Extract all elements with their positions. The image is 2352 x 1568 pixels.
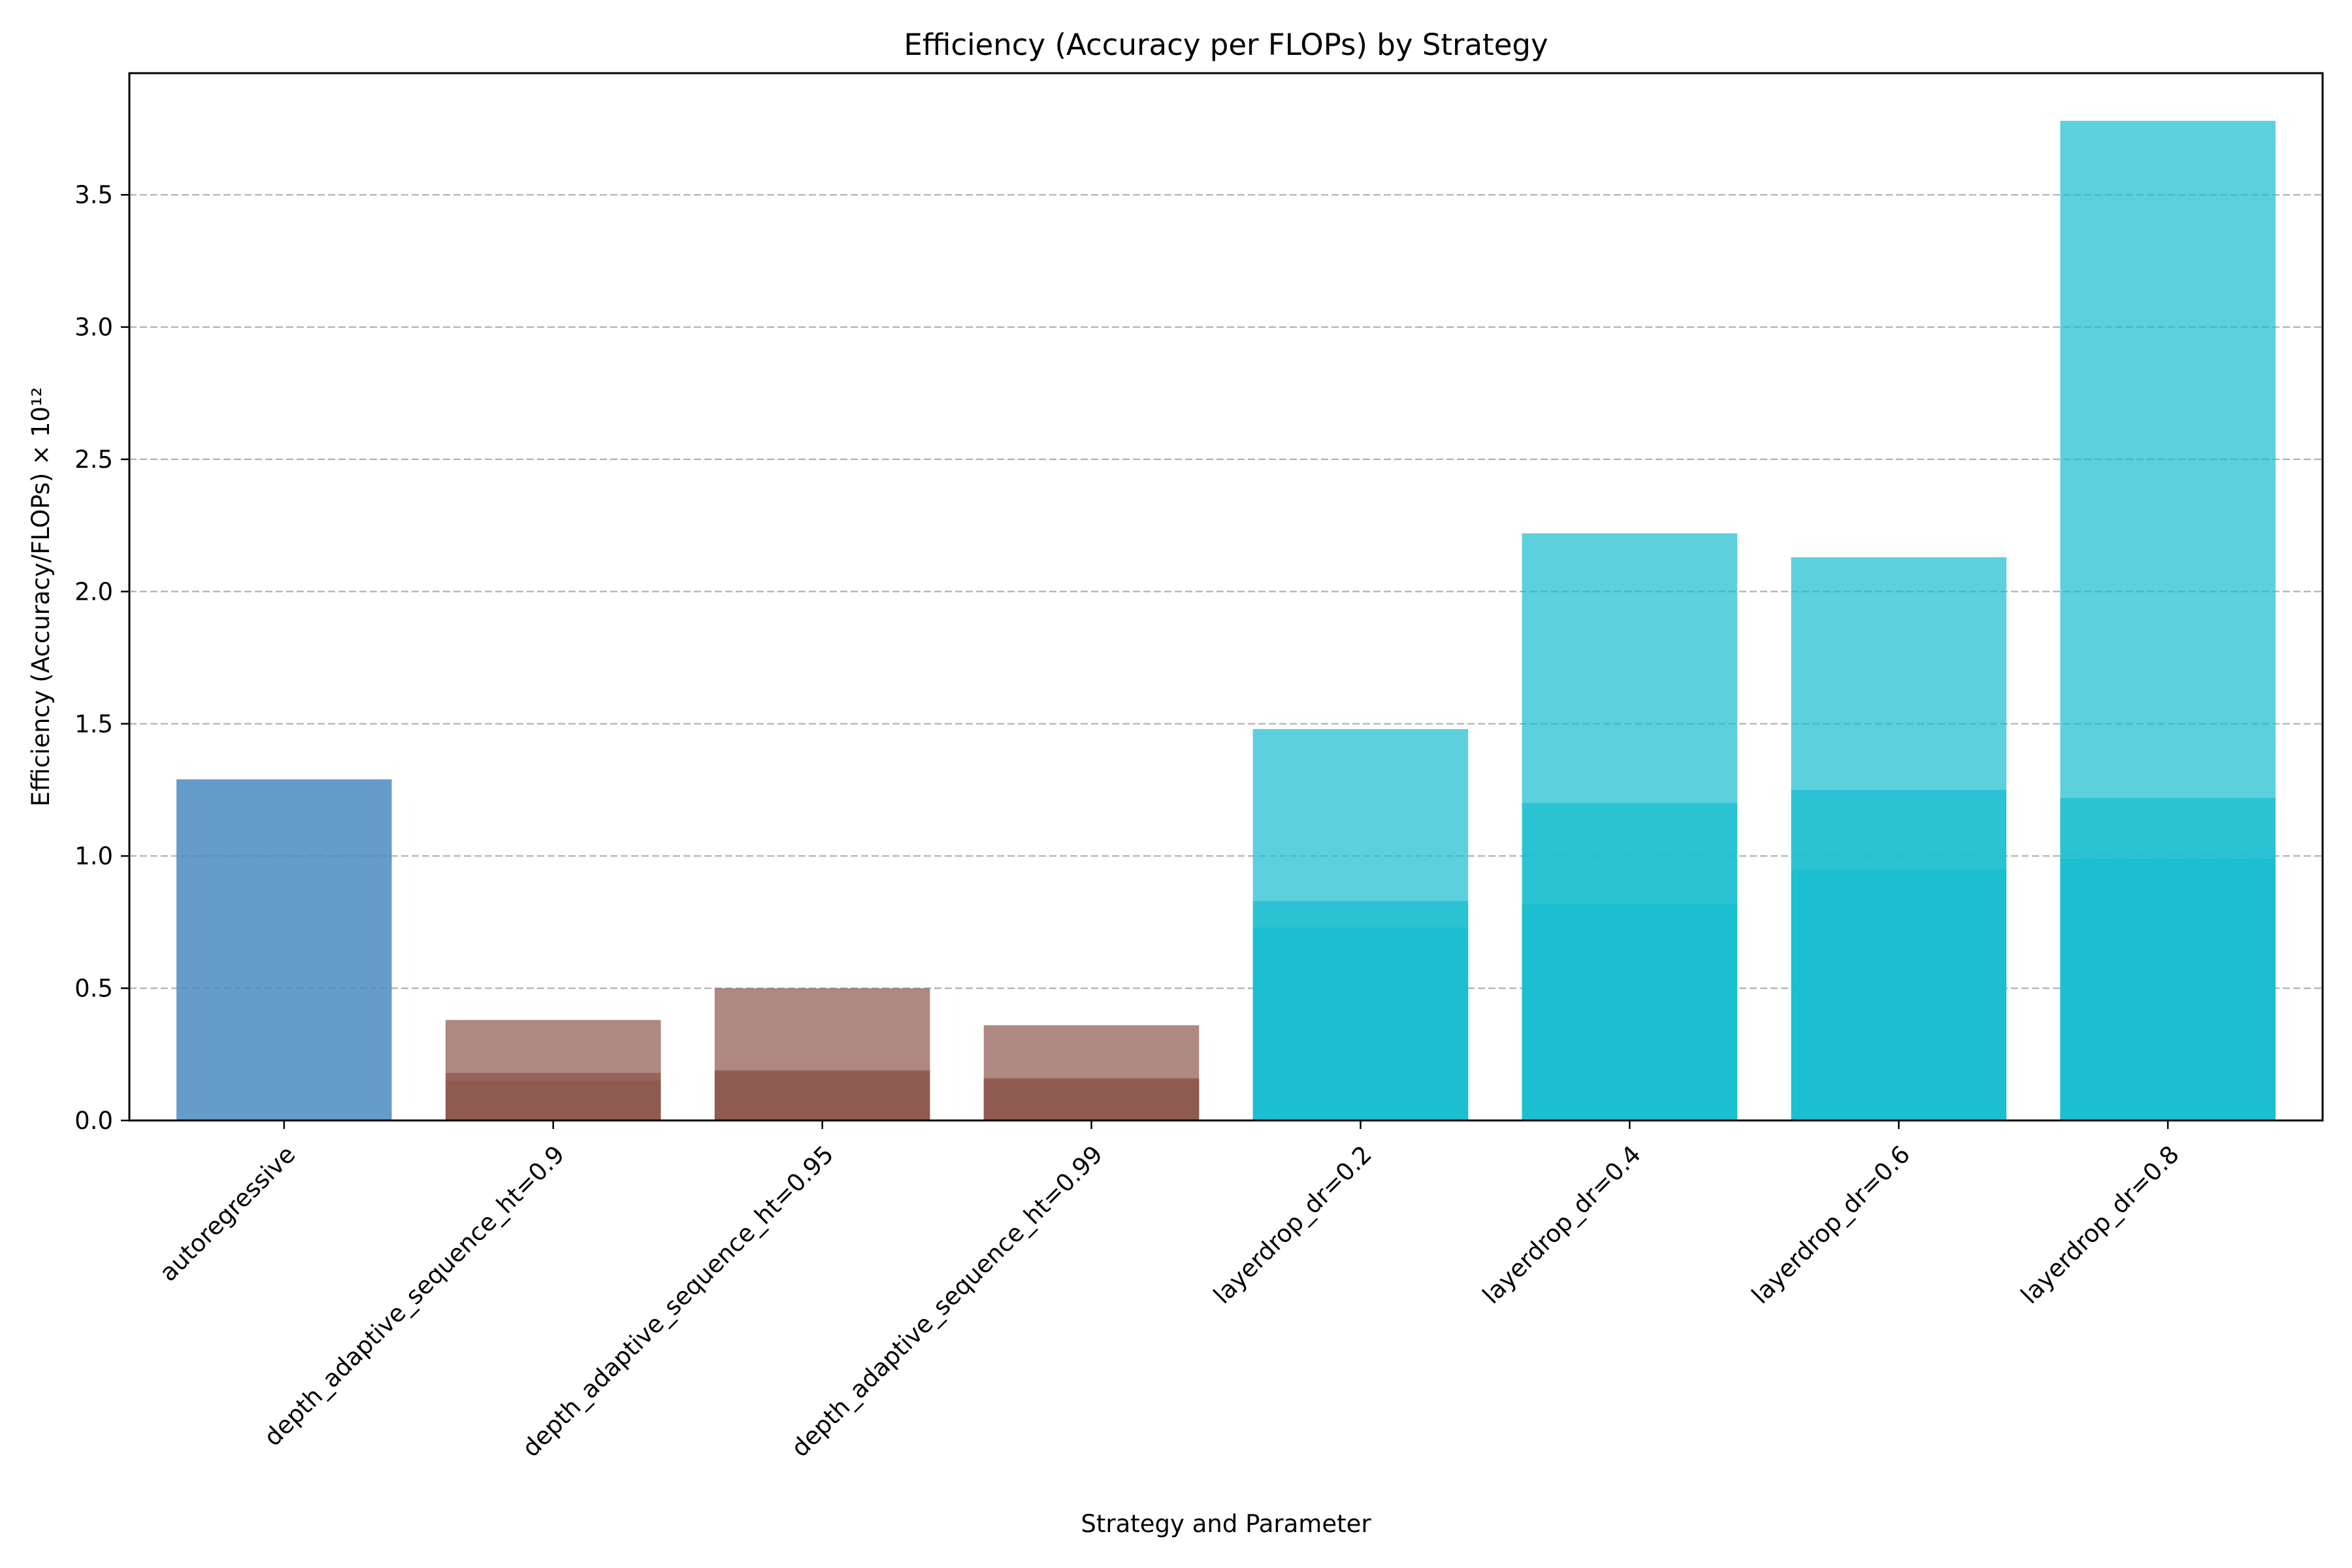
bar (176, 779, 392, 1120)
y-tick-label: 0.0 (74, 1107, 113, 1135)
y-tick-label: 0.5 (74, 975, 113, 1003)
y-tick-label: 3.0 (74, 314, 113, 342)
plot-frame (128, 72, 2324, 1122)
bar (1522, 904, 1738, 1120)
bar (983, 1079, 1200, 1120)
y-tick-label: 1.5 (74, 710, 113, 738)
y-axis-ticks: 0.0 0.5 1.0 1.5 2.0 2.5 3.0 3.5 (74, 181, 129, 1135)
y-tick-label: 3.5 (74, 181, 113, 209)
chart-title: Efficiency (Accuracy per FLOPs) by Strat… (904, 27, 1548, 62)
x-axis-title: Strategy and Parameter (1081, 1510, 1371, 1538)
bar (714, 1071, 930, 1120)
y-tick-label: 1.0 (74, 842, 113, 870)
y-axis-title: Efficiency (Accuracy/FLOPs) × 10¹² (27, 387, 55, 806)
bar (1252, 927, 1469, 1120)
bars (176, 120, 2276, 1120)
bar (2060, 858, 2276, 1120)
bar (1791, 869, 2007, 1120)
bar (445, 1081, 661, 1120)
y-tick-label: 2.5 (74, 446, 113, 474)
y-tick-label: 2.0 (74, 578, 113, 606)
